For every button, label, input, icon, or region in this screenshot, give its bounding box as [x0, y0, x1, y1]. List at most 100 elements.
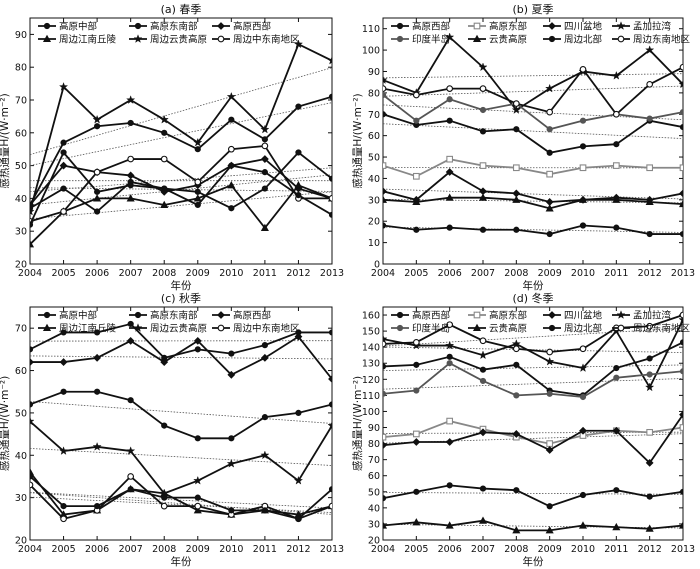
- data-point: [294, 181, 303, 189]
- legend-marker: [43, 22, 51, 30]
- y-tick-label: 50: [15, 161, 27, 172]
- data-point: [413, 226, 420, 233]
- legend-marker: [396, 22, 404, 30]
- data-point: [512, 195, 521, 203]
- data-point: [545, 83, 555, 93]
- y-tick-label: 160: [362, 311, 380, 322]
- legend-marker: [473, 22, 481, 30]
- legend-label: 云贵高原: [489, 323, 527, 335]
- data-point: [413, 361, 420, 368]
- data-point: [513, 487, 520, 494]
- data-point: [328, 486, 332, 493]
- series-3: [30, 332, 332, 383]
- data-point: [579, 491, 587, 499]
- data-point: [227, 181, 236, 189]
- data-point: [613, 374, 620, 381]
- series-line: [30, 95, 332, 206]
- x-tick-label: 2008: [504, 268, 528, 279]
- data-point: [478, 350, 488, 360]
- y-tick-label: 50: [368, 153, 380, 164]
- data-point: [30, 401, 34, 408]
- data-point: [479, 85, 487, 92]
- data-point: [413, 488, 420, 495]
- trendline: [383, 85, 683, 97]
- legend-label: 印度半岛: [412, 323, 450, 335]
- series-4: [30, 467, 332, 518]
- legend-item: 高原西部: [391, 21, 450, 33]
- data-point: [513, 392, 520, 399]
- data-point: [59, 358, 68, 366]
- x-tick-label: 2013: [671, 268, 695, 279]
- legend-label: 周边中东南地区: [233, 34, 300, 46]
- data-point: [60, 515, 67, 523]
- data-point: [413, 387, 420, 394]
- data-point: [446, 353, 453, 360]
- legend-label: 高原西部: [233, 310, 271, 322]
- data-point: [383, 441, 387, 450]
- data-point: [412, 197, 421, 206]
- data-point: [293, 39, 304, 49]
- data-point: [327, 420, 332, 430]
- series-line: [30, 471, 332, 516]
- x-tick-label: 2006: [85, 544, 109, 555]
- data-point: [328, 175, 332, 182]
- x-tick-label: 2007: [471, 544, 495, 555]
- data-point: [446, 117, 453, 124]
- trendline: [30, 492, 332, 515]
- y-tick-label: 70: [368, 110, 380, 121]
- trendline: [383, 73, 683, 79]
- data-point: [679, 368, 683, 375]
- data-point: [413, 117, 420, 124]
- data-point: [328, 211, 332, 218]
- data-point: [545, 356, 555, 366]
- data-point: [194, 201, 201, 209]
- data-point: [679, 488, 683, 495]
- x-tick-label: 2005: [404, 268, 428, 279]
- plot-area: [383, 32, 683, 238]
- y-tick-label: 60: [368, 471, 380, 482]
- y-tick-label: 60: [15, 366, 27, 377]
- data-point: [261, 507, 268, 514]
- data-point: [679, 109, 683, 116]
- x-tick-label: 2010: [571, 544, 595, 555]
- data-point: [30, 221, 34, 228]
- legend-label: 高原西部: [412, 310, 450, 322]
- legend-label: 四川盆地: [564, 21, 603, 33]
- y-tick-label: 0: [374, 260, 380, 271]
- data-point: [513, 126, 520, 133]
- x-tick-label: 2008: [152, 544, 176, 555]
- legend-label: 高原东部: [489, 21, 527, 33]
- x-tick-label: 2010: [219, 544, 243, 555]
- legend-label: 高原中部: [59, 310, 97, 322]
- series-8: [383, 63, 683, 118]
- y-tick-label: 80: [15, 63, 27, 74]
- y-tick-label: 150: [362, 327, 380, 338]
- legend-item: 周边东南地区: [612, 323, 691, 335]
- data-point: [546, 440, 554, 447]
- legend-marker: [396, 324, 404, 332]
- data-point: [412, 172, 420, 180]
- data-point: [60, 388, 67, 395]
- y-tick-label: 50: [15, 408, 27, 419]
- chart-title: (a) 春季: [161, 3, 202, 16]
- data-point: [646, 493, 653, 500]
- y-tick-label: 90: [15, 30, 27, 41]
- y-tick-label: 30: [368, 519, 380, 530]
- data-point: [260, 124, 270, 134]
- trendline: [383, 378, 683, 390]
- trendline: [30, 191, 332, 220]
- y-axis-label: 感热通量H/(W·m⁻²): [351, 93, 364, 188]
- data-point: [479, 162, 487, 169]
- data-point: [646, 164, 654, 172]
- trendline: [383, 327, 683, 347]
- legend-item: 高原西部: [212, 310, 271, 322]
- data-point: [260, 450, 270, 460]
- legend-marker: [42, 34, 52, 43]
- legend-label: 周边云贵高原: [150, 34, 207, 46]
- data-point: [445, 340, 455, 350]
- data-point: [511, 105, 521, 114]
- series-line: [383, 196, 683, 210]
- data-point: [612, 110, 620, 118]
- data-point: [60, 208, 67, 215]
